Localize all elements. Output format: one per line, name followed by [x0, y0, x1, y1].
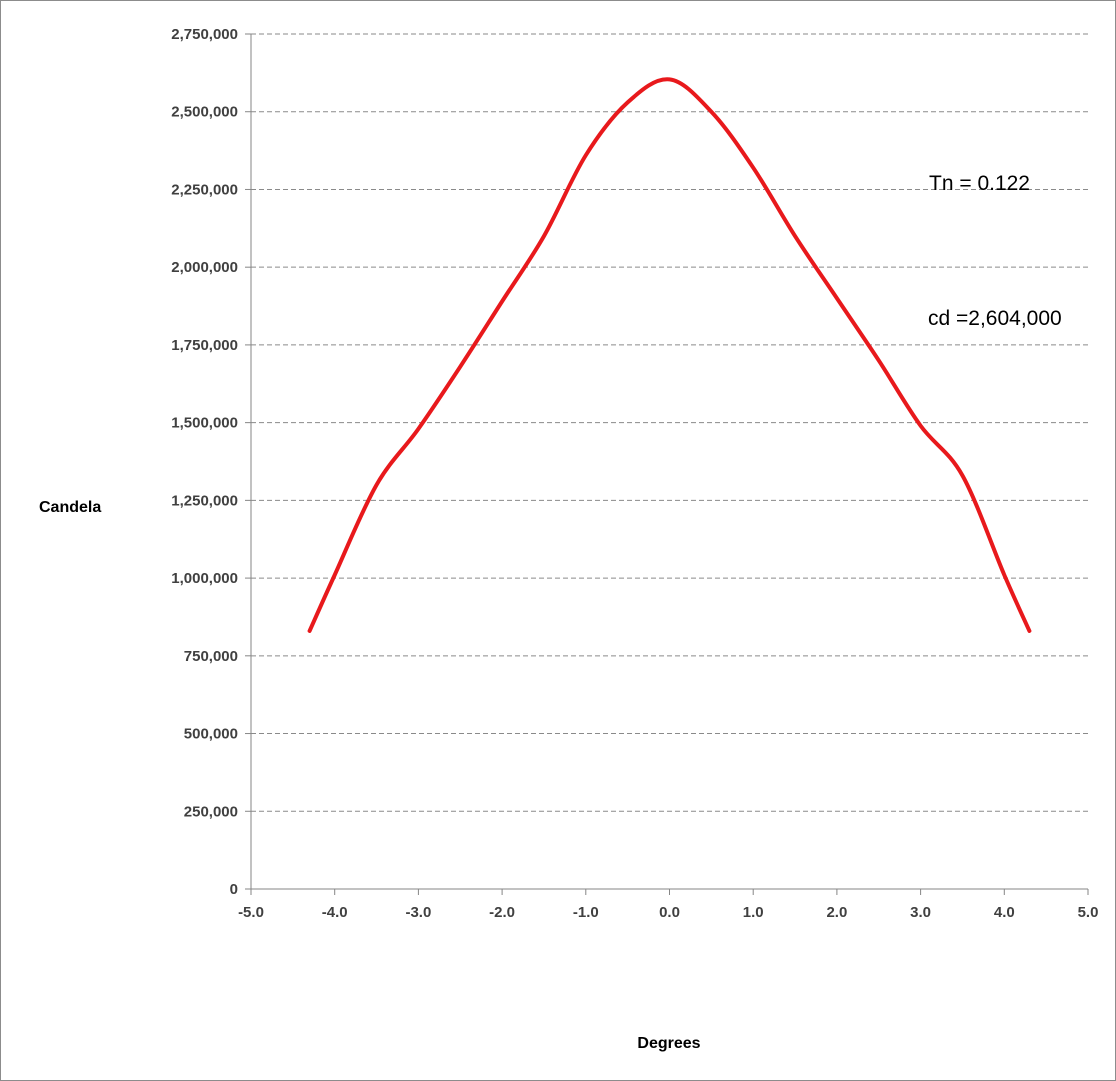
x-tick-label: -3.0: [405, 904, 431, 921]
y-tick-label: 2,000,000: [171, 259, 238, 276]
y-axis-title: Candela: [39, 499, 101, 516]
y-tick-labels: 0 250,000 500,000 750,000 1,000,000 1,250,000…: [171, 26, 238, 898]
gridlines: [245, 33, 1089, 895]
y-tick-label: 750,000: [184, 648, 238, 665]
y-tick-label: 1,500,000: [171, 415, 238, 432]
y-tick-label: 500,000: [184, 726, 238, 743]
x-axis-title: Degrees: [637, 1035, 700, 1052]
x-tick-label: -5.0: [238, 904, 264, 921]
x-tick-label: 0.0: [659, 904, 680, 921]
y-tick-label: 1,000,000: [171, 570, 238, 587]
x-tick-label: -4.0: [322, 904, 348, 921]
series-line: [307, 77, 1032, 633]
x-tick-label: 2.0: [826, 904, 847, 921]
x-tick-label: 5.0: [1078, 904, 1099, 921]
y-tick-label: 2,500,000: [171, 104, 238, 121]
y-tick-label: 2,750,000: [171, 26, 238, 43]
annotation-tn: Tn = 0.122: [929, 172, 1030, 195]
x-tick-label: -1.0: [573, 904, 599, 921]
x-tick-label: 1.0: [743, 904, 764, 921]
x-tick-label: 4.0: [994, 904, 1015, 921]
y-tick-label: 1,250,000: [171, 492, 238, 509]
y-tick-label: 1,750,000: [171, 337, 238, 354]
x-tick-label: -2.0: [489, 904, 515, 921]
annotation-cd: cd =2,604,000: [928, 307, 1062, 330]
x-tick-labels: -5.0 -4.0 -3.0 -2.0 -1.0 0.0 1.0 2.0 3.0 4.0 5.0: [238, 904, 1098, 921]
y-tick-label: 0: [230, 881, 238, 898]
x-tick-label: 3.0: [910, 904, 931, 921]
axes: [250, 34, 1088, 890]
y-tick-label: 250,000: [184, 803, 238, 820]
y-tick-label: 2,250,000: [171, 181, 238, 198]
series: [307, 77, 1032, 633]
